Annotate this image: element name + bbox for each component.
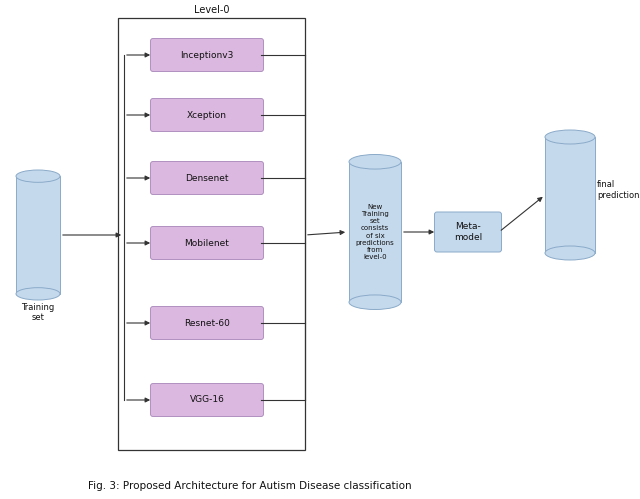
Text: Xception: Xception xyxy=(187,110,227,119)
FancyBboxPatch shape xyxy=(150,227,264,259)
Text: Mobilenet: Mobilenet xyxy=(184,239,229,248)
Ellipse shape xyxy=(16,170,60,182)
Text: Training
set: Training set xyxy=(21,302,54,322)
Polygon shape xyxy=(545,137,595,253)
Text: Level-0: Level-0 xyxy=(194,5,229,15)
Text: Inceptionv3: Inceptionv3 xyxy=(180,50,234,59)
Polygon shape xyxy=(349,162,401,302)
Ellipse shape xyxy=(349,155,401,169)
Text: Fig. 3: Proposed Architecture for Autism Disease classification: Fig. 3: Proposed Architecture for Autism… xyxy=(88,481,412,491)
FancyBboxPatch shape xyxy=(435,212,502,252)
Text: New
Training
set
consists
of six
predictions
from
level-0: New Training set consists of six predict… xyxy=(356,204,394,260)
Text: final
predictions: final predictions xyxy=(597,180,640,200)
Polygon shape xyxy=(16,176,60,294)
FancyBboxPatch shape xyxy=(150,384,264,417)
Text: Resnet-60: Resnet-60 xyxy=(184,318,230,327)
FancyBboxPatch shape xyxy=(150,98,264,132)
Ellipse shape xyxy=(545,246,595,260)
Text: Meta-
model: Meta- model xyxy=(454,222,482,242)
FancyBboxPatch shape xyxy=(150,38,264,71)
Bar xyxy=(118,18,305,450)
FancyBboxPatch shape xyxy=(150,162,264,195)
FancyBboxPatch shape xyxy=(150,306,264,339)
Ellipse shape xyxy=(545,130,595,144)
Ellipse shape xyxy=(16,288,60,300)
Text: Densenet: Densenet xyxy=(185,174,228,183)
Text: VGG-16: VGG-16 xyxy=(189,396,225,405)
Ellipse shape xyxy=(349,295,401,309)
